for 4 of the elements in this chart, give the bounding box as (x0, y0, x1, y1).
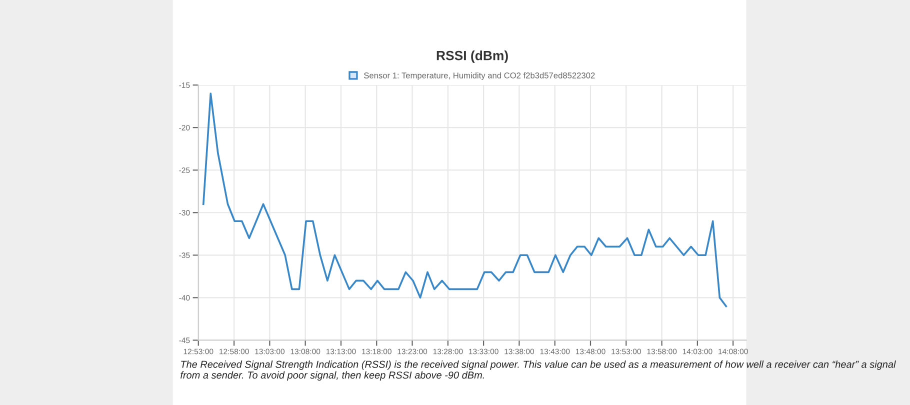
chart-title: RSSI (dBm) (436, 50, 508, 63)
text: The Received Signal Strength Indication (RSSI) is the received signal power. This value can be used as a measurement of how well a receiver can “hear” a signal from a sender. To avoid poor signal, then keep RSSI above -90 dBm. (180, 360, 896, 381)
line-series (202, 92, 727, 308)
legend-label: Sensor 1: Temperature, Humidity and CO2 f2b3d57ed8522302 (364, 72, 595, 80)
